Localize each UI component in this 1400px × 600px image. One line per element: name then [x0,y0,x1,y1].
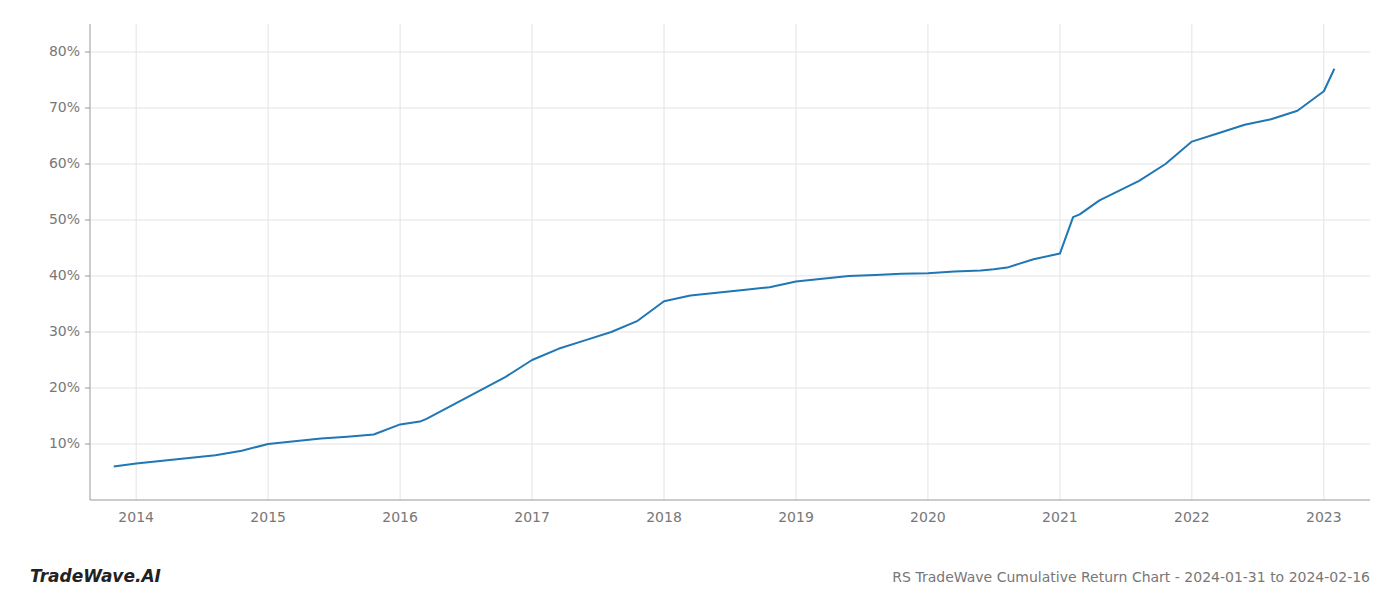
grid-line [1059,24,1060,500]
grid-line [268,24,269,500]
grid-line [90,108,1370,109]
tick-mark [85,332,90,333]
tick-label: 30% [49,323,80,339]
tick-mark [85,276,90,277]
tick-label: 2015 [250,509,286,525]
grid-line [90,220,1370,221]
x-axis: 2014 2015 2016 2017 2018 2019 2020 2021 2022 2023 [118,509,1341,525]
grid-line [90,444,1370,445]
watermark: TradeWave.AI [30,566,161,586]
tick-label: 2019 [778,509,814,525]
grid-line [90,52,1370,53]
tick-label: 10% [49,435,80,451]
grid-line [532,24,533,500]
tick-label: 2014 [118,509,154,525]
tick-label: 70% [49,99,80,115]
plot-area [114,69,1335,467]
tick-label: 80% [49,43,80,59]
tick-mark [85,220,90,221]
grid-line [664,24,665,500]
tick-label: 2023 [1306,509,1342,525]
y-axis: 10% 20% 30% 40% 50% 60% 70% 80% [49,43,90,451]
tick-label: 40% [49,267,80,283]
grid-line [90,388,1370,389]
tick-mark [85,444,90,445]
grid [90,24,1370,500]
tick-label: 60% [49,155,80,171]
tick-label: 2021 [1042,509,1078,525]
tick-mark [85,108,90,109]
tick-label: 2018 [646,509,682,525]
title: RS TradeWave Cumulative Return Chart - 2… [892,569,1370,585]
grid-line [927,24,928,500]
grid-line [1323,24,1324,500]
grid-line [90,276,1370,277]
tick-mark [85,52,90,53]
tick-label: 50% [49,211,80,227]
grid-line [136,24,137,500]
x-axis-line [90,500,1370,501]
tick-label: 2017 [514,509,550,525]
tick-label: 2022 [1174,509,1210,525]
grid-line [1191,24,1192,500]
tick-mark [85,164,90,165]
chart: 10% 20% 30% 40% 50% 60% 70% 80% 2014 2015 2016 2017… [0,0,1400,600]
grid-line [90,164,1370,165]
grid-line [90,332,1370,333]
grid-line [795,24,796,500]
tick-mark [85,388,90,389]
tick-label: 2020 [910,509,946,525]
grid-line [400,24,401,500]
tick-label: 20% [49,379,80,395]
tick-label: 2016 [382,509,418,525]
line [114,69,1335,467]
y-axis-line [90,24,91,500]
